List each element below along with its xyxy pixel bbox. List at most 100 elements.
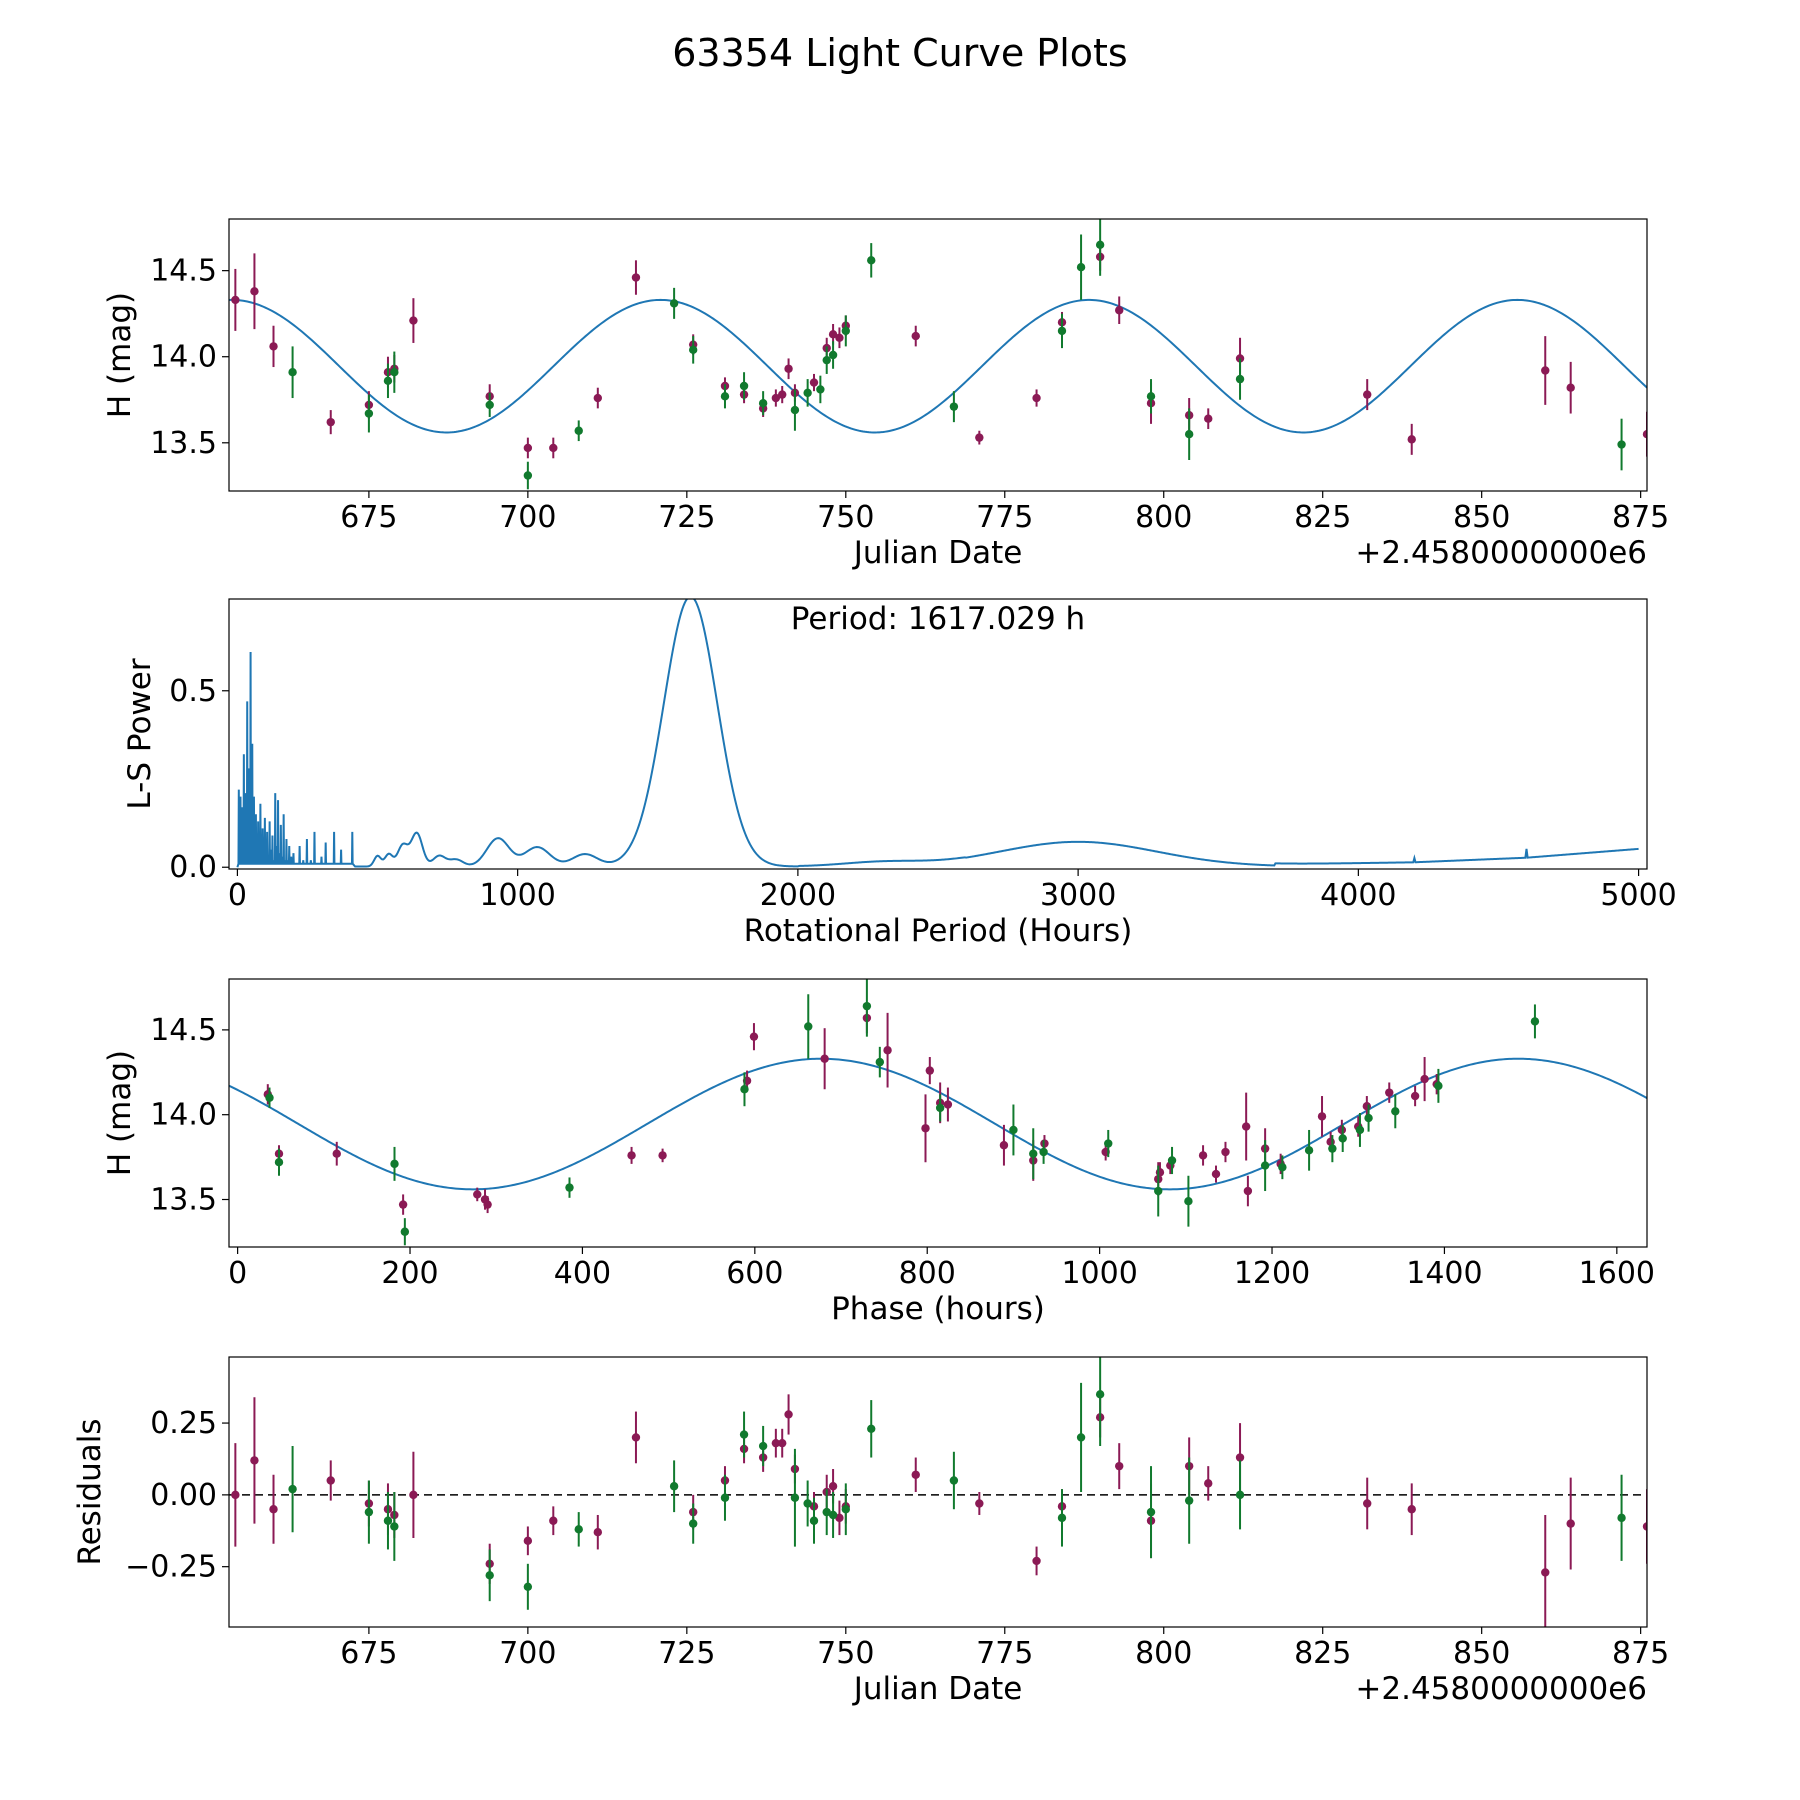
x-tick-label: 750 <box>817 500 874 535</box>
data-point <box>828 330 838 339</box>
x-tick-label: 850 <box>1453 1636 1510 1671</box>
x-tick-label: 0 <box>228 878 247 913</box>
x-tick-label: 675 <box>340 1636 397 1671</box>
data-point <box>720 392 730 401</box>
data-point <box>523 443 533 453</box>
figure-title: 63354 Light Curve Plots <box>672 31 1127 75</box>
data-point <box>326 417 335 427</box>
x-tick-label: 1200 <box>1234 1256 1310 1291</box>
x-tick-label: 1000 <box>1061 1256 1137 1291</box>
data-point <box>1541 366 1550 375</box>
data-point <box>1235 1453 1245 1462</box>
data-point <box>364 409 374 418</box>
data-point <box>250 287 259 296</box>
data-point <box>1260 1161 1270 1170</box>
panels: 675 700 725 750 775 800 825 850 875 13.5 14.0 14.5 J… <box>72 218 1677 1707</box>
data-point <box>1363 1499 1372 1508</box>
phased-y-axis-title: H (mag) <box>102 1050 138 1176</box>
data-point <box>332 1149 341 1158</box>
data-point <box>1530 1017 1540 1026</box>
x-tick-label: 875 <box>1612 500 1669 535</box>
x-tick-label: 4000 <box>1320 878 1396 913</box>
residuals-plot-area <box>229 1357 1647 1627</box>
x-tick-label: 775 <box>976 500 1033 535</box>
data-point <box>1039 1147 1048 1157</box>
data-point <box>400 1227 410 1236</box>
data-point <box>911 1470 920 1479</box>
y-tick-label: 14.0 <box>150 340 217 375</box>
data-point <box>383 1516 393 1525</box>
x-tick-label: 1600 <box>1579 1256 1655 1291</box>
data-point <box>1032 1556 1041 1566</box>
data-point <box>1617 440 1626 449</box>
data-point <box>841 326 850 336</box>
lightcurve-axes-frame <box>228 218 1648 492</box>
y-tick-label: 13.5 <box>150 1183 217 1218</box>
x-tick-label: 0 <box>228 1256 247 1291</box>
data-point <box>631 273 641 282</box>
data-point <box>771 1438 781 1448</box>
data-point <box>1076 263 1086 272</box>
data-point <box>231 1490 240 1500</box>
data-point <box>1364 1113 1373 1123</box>
data-point <box>1363 390 1372 399</box>
data-point <box>549 1516 558 1525</box>
data-point <box>1391 1107 1400 1116</box>
data-point <box>739 381 749 391</box>
data-point <box>1278 1163 1287 1172</box>
residuals-x-axis-title: Julian Date <box>852 1671 1023 1707</box>
data-point <box>688 1519 698 1528</box>
y-tick-label: 13.5 <box>150 426 217 461</box>
data-point <box>326 1476 335 1485</box>
data-point <box>483 1200 492 1209</box>
data-point <box>1235 1490 1245 1500</box>
data-point <box>409 1490 418 1500</box>
data-point <box>1115 306 1124 315</box>
x-tick-label: 800 <box>1135 1636 1192 1671</box>
data-point <box>1115 1461 1124 1471</box>
x-tick-label: 800 <box>1135 500 1192 535</box>
x-tick-label: 850 <box>1453 500 1510 535</box>
data-point <box>1032 393 1041 403</box>
x-tick-label: 725 <box>658 1636 715 1671</box>
x-tick-label: 2000 <box>760 878 836 913</box>
data-point <box>949 1476 959 1485</box>
data-point <box>749 1032 759 1041</box>
data-point <box>1434 1081 1443 1091</box>
data-point <box>1029 1149 1038 1158</box>
data-point <box>943 1100 953 1109</box>
data-point <box>1211 1169 1221 1179</box>
data-point <box>999 1141 1009 1150</box>
data-point <box>1095 240 1105 250</box>
data-point <box>1385 1088 1394 1097</box>
data-point <box>803 388 812 398</box>
data-point <box>975 1499 984 1508</box>
data-point <box>809 1516 819 1525</box>
x-tick-label: 675 <box>340 500 397 535</box>
data-point <box>1566 1519 1575 1528</box>
data-point <box>1198 1151 1208 1160</box>
data-point <box>911 331 920 341</box>
data-point <box>1241 1122 1251 1131</box>
data-point <box>862 1001 872 1011</box>
data-point <box>867 256 876 265</box>
data-point <box>1642 1522 1647 1531</box>
data-point <box>627 1151 636 1160</box>
x-tick-label: 200 <box>381 1256 438 1291</box>
data-point <box>1154 1186 1163 1196</box>
data-point <box>1095 1390 1105 1399</box>
data-point <box>841 1505 850 1514</box>
residuals-panel: 675 700 725 750 775 800 825 850 875 −0.25 0.00 0.25… <box>72 1356 1669 1707</box>
x-tick-label: 3000 <box>1040 878 1116 913</box>
data-point <box>593 393 603 403</box>
data-point <box>1146 1507 1156 1517</box>
data-point <box>1420 1074 1429 1084</box>
data-point <box>1328 1144 1337 1153</box>
data-point <box>1057 1513 1067 1523</box>
data-point <box>1204 414 1213 423</box>
data-point <box>485 400 494 410</box>
data-point <box>790 1493 800 1502</box>
data-point <box>288 368 297 377</box>
data-point <box>523 1536 533 1546</box>
